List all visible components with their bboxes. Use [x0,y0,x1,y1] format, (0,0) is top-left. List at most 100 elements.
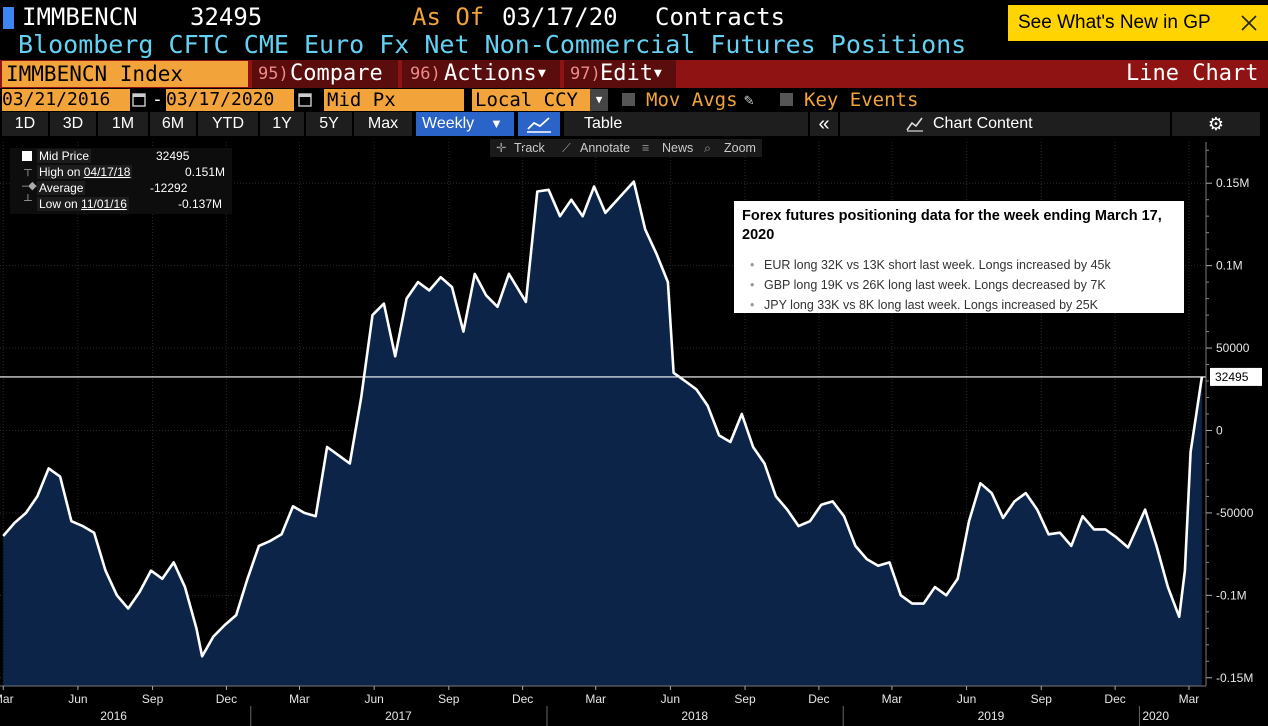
y-tick-label: 50000 [1216,341,1250,355]
legend-high-date: 04/17/18 [83,165,131,179]
actions-label: Actions [444,61,537,86]
legend-low-value: -0.137M [178,197,223,211]
chart-content-label: Chart Content [933,115,1033,132]
legend-mid-price-label: Mid Price [37,149,92,163]
low-marker-icon: ┴ [24,195,32,207]
annotation-title: Forex futures positioning data for the w… [742,208,1162,243]
currency-dropdown-icon[interactable]: ▼ [590,89,608,111]
compare-label: Compare [290,61,383,86]
annotate-icon: ⟋ [562,141,571,155]
positioning-annotation: Forex futures positioning data for the w… [734,201,1184,313]
x-tick-label: Mar [289,692,310,706]
period-max[interactable]: Max [354,112,412,136]
legend-low: Low on 11/01/16 [37,197,129,211]
chart-type-label[interactable]: Line Chart [1126,61,1259,86]
annotation-bullet-gbp: GBP long 19K vs 26K long last week. Long… [750,278,1106,292]
mov-avgs-checkbox[interactable] [622,93,635,106]
x-tick-label: Sep [1031,692,1053,706]
mov-avgs-label: Mov Avgs [646,89,738,111]
x-tick-label: Sep [734,692,756,706]
last-value-label: 32495 [1215,370,1249,384]
y-tick-label: 0 [1216,423,1223,437]
x-tick-label: Mar [1179,692,1200,706]
year-label: 2016 [100,709,127,723]
units-label: Contracts [655,3,786,31]
start-date-field[interactable]: 03/21/2016 [2,89,130,111]
series-line [2,180,1204,658]
x-tick-label: Mar [0,692,14,706]
legend-high-label: High on [39,165,81,179]
y-tick-label: 0.15M [1216,176,1249,190]
line-chart-icon-button[interactable] [518,112,560,136]
frequency-select[interactable]: Weekly ▼ [416,112,514,136]
legend-low-label: Low on [39,197,78,211]
y-tick-label: -50000 [1216,506,1254,520]
calendar-icon[interactable] [132,91,146,107]
x-tick-label: Jun [661,692,680,706]
y-tick-label: -0.1M [1216,588,1247,602]
period-6m[interactable]: 6M [150,112,196,136]
table-button[interactable]: Table [564,112,808,136]
pencil-icon[interactable]: ✎ [744,90,754,109]
chart-content-button[interactable]: Chart Content [840,112,1170,136]
security-index-field[interactable]: IMMBENCN Index [2,61,248,87]
period-1d[interactable]: 1D [2,112,48,136]
whats-new-banner[interactable]: See What's New in GP [1008,5,1268,41]
close-icon[interactable] [1240,14,1258,32]
edit-label: Edit [600,61,653,86]
calendar-icon[interactable] [298,91,312,107]
legend-low-date: 11/01/16 [81,197,127,211]
period-1m[interactable]: 1M [98,112,148,136]
current-value: 32495 [190,3,263,31]
x-tick-label: Dec [808,692,829,706]
x-tick-label: Sep [142,692,164,706]
annotation-bullet-jpy: JPY long 33K vs 8K long last week. Longs… [750,298,1098,312]
key-events-checkbox[interactable] [780,93,793,106]
legend-high: High on 04/17/18 [37,165,133,179]
chevron-down-icon: ▼ [654,66,662,81]
gear-icon[interactable]: ⚙ [1172,112,1260,136]
area-fill [3,181,1202,686]
x-tick-label: Jun [68,692,87,706]
compare-button[interactable]: 95) Compare [252,60,398,88]
edit-button[interactable]: 97) Edit ▼ [564,60,676,88]
x-tick-label: Sep [438,692,460,706]
period-5y[interactable]: 5Y [306,112,352,136]
chevron-down-icon: ▼ [538,66,546,81]
chevron-down-icon: ▼ [490,116,503,131]
legend-high-value: 0.151M [185,165,226,179]
y-tick-label: -0.15M [1216,671,1253,685]
as-of-date: 03/17/20 [502,3,618,31]
news-icon: ≡ [642,141,650,155]
chart-tools-bar: ✛ Track ⟋ Annotate ≡ News ⌕ Zoom [490,139,762,157]
chart-content-icon [906,117,923,132]
period-3d[interactable]: 3D [50,112,96,136]
track-tool[interactable]: Track [514,141,545,155]
key-events-label: Key Events [804,89,919,111]
ticker-label: IMMBENCN [22,3,138,31]
high-marker-icon: ┬ [24,164,32,176]
annotation-bullet-eur: EUR long 32K vs 13K short last week. Lon… [750,258,1111,272]
currency-select[interactable]: Local CCY [472,89,590,111]
compare-number: 95) [258,64,289,84]
annotate-tool[interactable]: Annotate [580,141,631,155]
period-1y[interactable]: 1Y [260,112,304,136]
collapse-icon[interactable]: « [810,112,838,136]
news-tool[interactable]: News [662,141,694,155]
x-tick-label: Dec [512,692,533,706]
period-ytd[interactable]: YTD [198,112,258,136]
year-label: 2019 [978,709,1005,723]
date-separator: - [152,89,163,110]
x-tick-label: Dec [216,692,237,706]
end-date-field[interactable]: 03/17/2020 [166,89,294,111]
actions-button[interactable]: 96) Actions ▼ [402,60,560,88]
zoom-icon: ⌕ [704,141,712,155]
price-field-select[interactable]: Mid Px [324,89,464,111]
crosshair-icon: ✛ [496,141,507,155]
frequency-label: Weekly [422,115,475,132]
y-tick-label: 0.1M [1216,259,1243,273]
series-swatch [22,151,32,161]
zoom-tool[interactable]: Zoom [724,141,756,155]
as-of-label: As Of [412,3,485,31]
